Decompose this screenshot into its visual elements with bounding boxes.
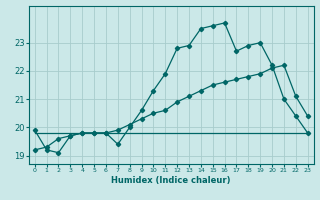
X-axis label: Humidex (Indice chaleur): Humidex (Indice chaleur) [111, 176, 231, 185]
